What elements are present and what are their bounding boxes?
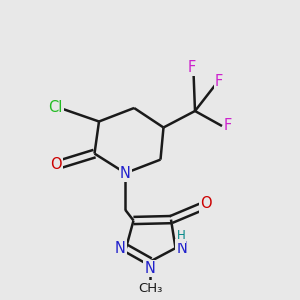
Text: N: N: [145, 261, 155, 276]
Text: O: O: [200, 196, 211, 211]
Text: F: F: [224, 118, 232, 134]
Text: N: N: [120, 166, 131, 181]
Text: N: N: [115, 241, 125, 256]
Text: CH₃: CH₃: [138, 281, 162, 295]
Text: N: N: [177, 241, 188, 256]
Text: Cl: Cl: [48, 100, 63, 116]
Text: F: F: [215, 74, 223, 88]
Text: O: O: [51, 157, 62, 172]
Text: H: H: [176, 229, 185, 242]
Text: F: F: [188, 60, 196, 75]
